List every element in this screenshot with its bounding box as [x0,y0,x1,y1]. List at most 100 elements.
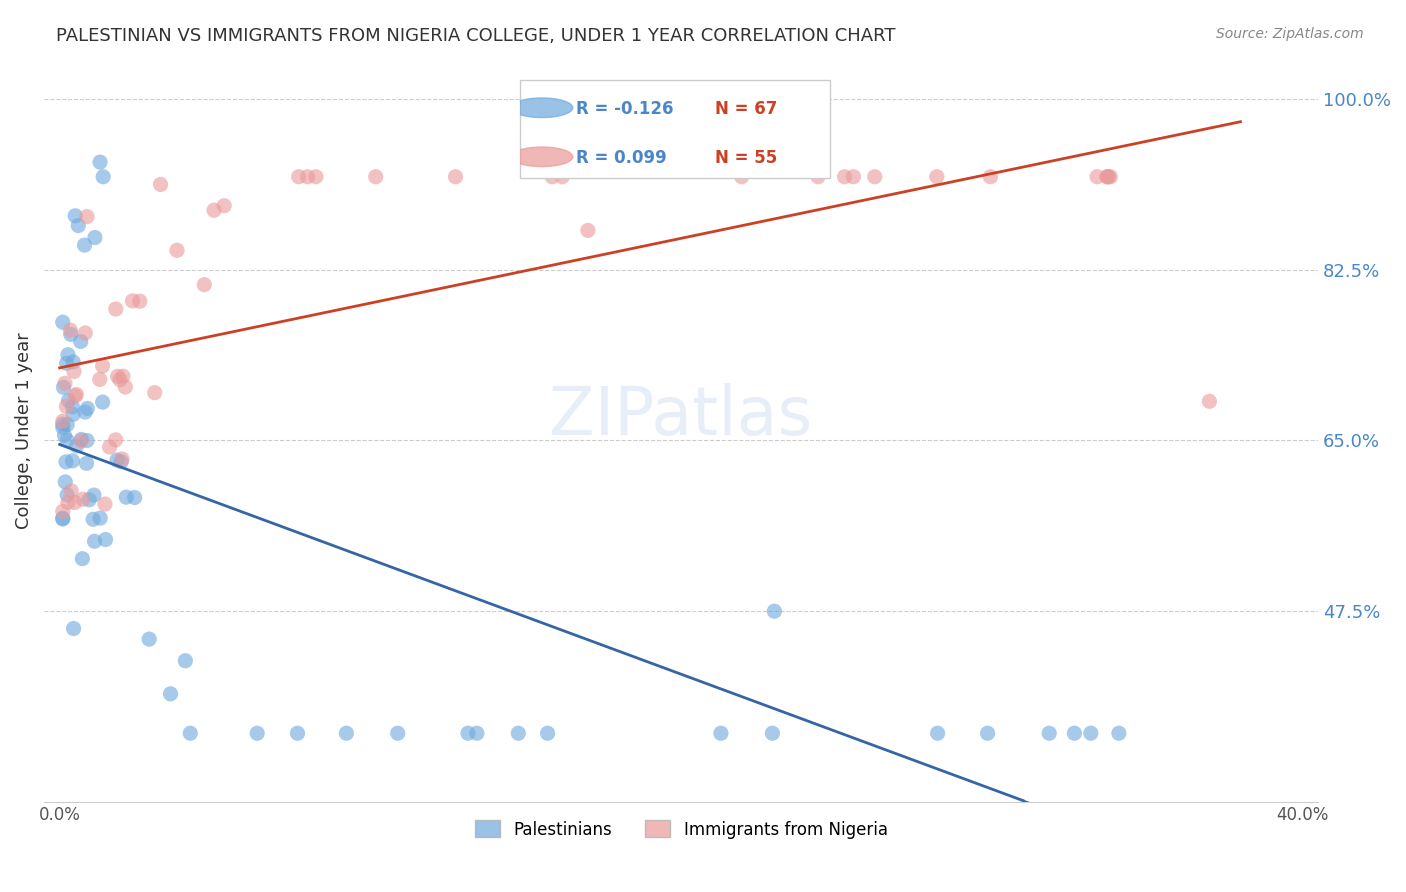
Point [62,355,84,369]
Point [551,169,574,184]
Point [98,440,121,454]
Point [115,490,138,504]
Point [174,654,197,668]
Point [56,417,79,432]
Point [1080,726,1102,740]
Point [105,453,128,467]
Point [138,632,160,647]
Point [84,230,107,244]
Text: R = -0.126: R = -0.126 [576,100,673,118]
Point [1085,169,1108,184]
Point [63,389,86,403]
Point [67,219,90,233]
Point [52,504,75,518]
Text: R = 0.099: R = 0.099 [576,149,666,167]
Point [842,169,865,184]
Point [73,238,96,252]
Point [536,726,558,740]
Point [193,277,215,292]
Point [62,400,84,414]
Point [925,169,948,184]
Point [89,155,111,169]
Point [53,475,76,489]
Point [59,327,82,342]
FancyBboxPatch shape [520,80,830,178]
Point [297,169,319,184]
Point [63,209,86,223]
Point [75,405,97,419]
Text: Source: ZipAtlas.com: Source: ZipAtlas.com [1216,27,1364,41]
Point [508,726,530,740]
Point [1095,169,1118,184]
Point [444,169,467,184]
Point [763,604,786,618]
Legend: Palestinians, Immigrants from Nigeria: Palestinians, Immigrants from Nigeria [468,814,894,846]
Point [979,169,1001,184]
Point [124,491,146,505]
Point [94,533,117,547]
Point [70,433,93,447]
Point [212,199,235,213]
Circle shape [510,147,572,167]
Point [576,223,599,237]
Y-axis label: College, Under 1 year: College, Under 1 year [15,332,32,529]
Point [76,456,98,470]
Point [457,726,479,740]
Point [56,495,79,509]
Point [55,356,77,370]
Point [56,348,79,362]
Point [53,428,76,442]
Point [710,726,733,740]
Point [72,492,94,507]
Point [761,726,783,740]
Point [62,454,84,468]
Point [72,551,94,566]
Point [66,439,89,453]
Point [83,534,105,549]
Point [63,364,86,378]
Point [53,376,76,391]
Point [52,420,75,434]
Point [65,387,87,401]
Point [89,372,111,386]
Point [91,395,114,409]
Point [1108,726,1130,740]
Point [1038,726,1060,740]
Point [89,511,111,525]
Point [287,726,309,740]
Point [465,726,488,740]
Point [179,726,201,740]
Text: ZIPatlas: ZIPatlas [550,383,813,449]
Point [1063,726,1085,740]
Point [69,334,91,349]
Point [52,417,75,432]
Point [107,369,129,384]
Point [104,433,127,447]
Point [52,511,75,525]
Point [76,434,98,448]
Point [111,369,134,384]
Point [305,169,328,184]
Point [149,178,172,192]
Point [58,393,80,408]
Point [52,315,75,329]
Point [364,169,387,184]
Point [56,488,79,502]
Point [52,380,75,394]
Point [62,622,84,636]
Point [83,488,105,502]
Point [246,726,269,740]
Text: N = 55: N = 55 [716,149,778,167]
Point [159,687,181,701]
Point [94,497,117,511]
Point [75,326,97,340]
Point [121,293,143,308]
Point [56,434,79,448]
Point [834,169,856,184]
Text: N = 67: N = 67 [716,100,778,118]
Point [1095,169,1118,184]
Point [76,401,98,416]
Point [63,495,86,509]
Point [55,400,77,414]
Point [104,301,127,316]
